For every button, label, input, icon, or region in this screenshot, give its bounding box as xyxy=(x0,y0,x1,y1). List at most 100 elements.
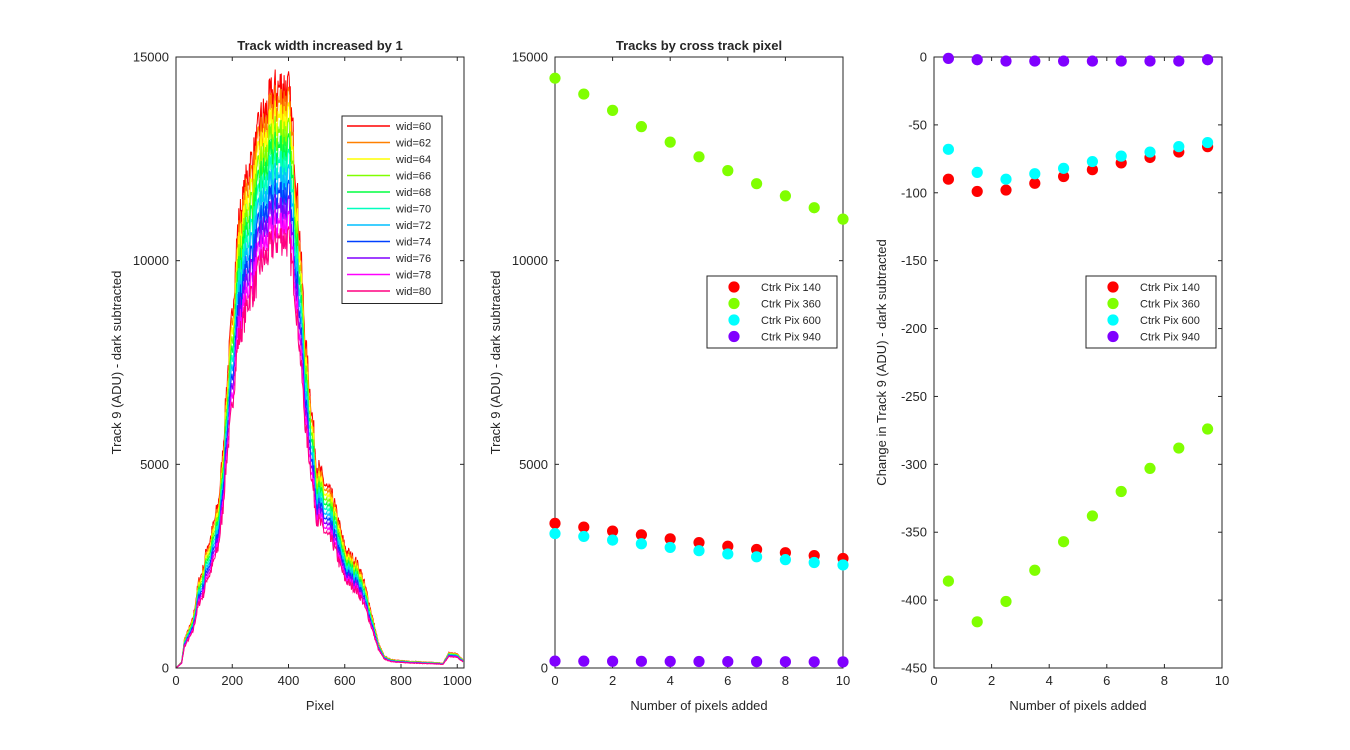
data-point xyxy=(1115,150,1127,162)
y-tick-label: 10000 xyxy=(512,253,548,268)
data-point xyxy=(1115,485,1127,498)
data-point xyxy=(607,655,619,667)
axes-box xyxy=(175,56,465,669)
legend-label: Ctrk Pix 360 xyxy=(1140,299,1200,311)
data-point xyxy=(1202,136,1214,149)
legend-marker xyxy=(728,297,740,310)
legend-label: Ctrk Pix 940 xyxy=(1140,332,1200,344)
data-point xyxy=(1058,55,1070,67)
x-tick-label: 1000 xyxy=(443,673,472,688)
legend-box xyxy=(341,115,443,304)
legend-marker xyxy=(1107,297,1119,310)
y-tick-label: 15000 xyxy=(512,50,548,65)
data-point xyxy=(971,166,983,179)
data-point xyxy=(1000,55,1012,67)
x-tick-label: 600 xyxy=(334,673,356,688)
data-point xyxy=(635,529,648,541)
data-point xyxy=(722,655,734,668)
x-tick-label: 8 xyxy=(782,673,789,688)
legend-marker xyxy=(728,330,740,343)
data-point xyxy=(971,54,983,66)
data-point xyxy=(607,534,619,546)
data-point xyxy=(1029,564,1041,576)
data-point xyxy=(1029,168,1041,180)
axes-box xyxy=(554,56,844,669)
data-point xyxy=(1058,170,1070,183)
legend-label: wid=72 xyxy=(395,220,431,232)
legend-label: Ctrk Pix 360 xyxy=(761,299,821,311)
panel-2: 0 2 4 6 8 10 0 5000 10000 15000 Tracks by cross tr… xyxy=(488,38,850,713)
legend-label: Ctrk Pix 940 xyxy=(761,332,821,344)
x-tick-label: 6 xyxy=(1103,673,1110,688)
points-group xyxy=(942,52,1214,628)
y-tick-label: 0 xyxy=(920,50,927,65)
data-point xyxy=(664,541,676,554)
y-tick-label: -200 xyxy=(901,321,927,336)
data-point xyxy=(549,655,561,667)
x-tick-label: 0 xyxy=(930,673,937,688)
data-point xyxy=(942,575,955,587)
x-tick-label: 10 xyxy=(1215,673,1229,688)
x-tick-label: 4 xyxy=(667,673,674,688)
x-tick-label: 2 xyxy=(988,673,995,688)
x-tick-label: 800 xyxy=(390,673,412,688)
legend-label: Ctrk Pix 600 xyxy=(761,315,821,327)
x-tick-label: 8 xyxy=(1161,673,1168,688)
data-point xyxy=(578,88,590,100)
data-point xyxy=(942,173,955,185)
data-point xyxy=(942,143,955,155)
data-point xyxy=(578,655,590,667)
y-axis-label: Change in Track 9 (ADU) - dark subtracte… xyxy=(874,239,889,485)
data-point xyxy=(578,530,590,543)
x-tick-label: 0 xyxy=(551,673,558,688)
data-point xyxy=(578,521,590,533)
data-point xyxy=(837,656,849,668)
data-point xyxy=(751,178,763,190)
data-point xyxy=(971,616,983,628)
data-point xyxy=(722,540,734,552)
legend-label: wid=70 xyxy=(395,204,431,216)
data-point xyxy=(1058,162,1070,174)
x-tick-label: 2 xyxy=(609,673,616,688)
data-point xyxy=(1173,55,1185,67)
legend-label: Ctrk Pix 600 xyxy=(1140,315,1200,327)
y-tick-label: -450 xyxy=(901,661,927,676)
legend-label: wid=76 xyxy=(395,253,431,265)
y-axis-label: Track 9 (ADU) - dark subtracted xyxy=(109,271,124,455)
data-point xyxy=(549,527,561,540)
data-point xyxy=(1086,155,1098,168)
legend-label: wid=66 xyxy=(395,171,431,183)
y-tick-label: -400 xyxy=(901,593,927,608)
x-tick-label: 6 xyxy=(724,673,731,688)
y-tick-label: 5000 xyxy=(140,457,169,472)
x-tick-label: 0 xyxy=(172,673,179,688)
data-point xyxy=(808,202,820,214)
data-point xyxy=(722,548,734,560)
legend: wid=60 wid=62 wid=64 wid=66 wid=68 wid=70 wid=… xyxy=(341,115,443,304)
data-point xyxy=(808,556,820,569)
data-point xyxy=(693,545,705,557)
data-point xyxy=(1144,55,1156,67)
legend-label: Ctrk Pix 140 xyxy=(761,282,821,294)
y-tick-label: 0 xyxy=(541,661,548,676)
data-point xyxy=(1058,536,1070,548)
y-axis-label: Track 9 (ADU) - dark subtracted xyxy=(488,271,503,455)
series-line xyxy=(176,225,464,668)
data-point xyxy=(664,533,676,545)
legend-label: wid=80 xyxy=(395,286,431,298)
legend-marker xyxy=(728,314,740,326)
y-tick-label: 5000 xyxy=(519,457,548,472)
data-point xyxy=(1115,55,1127,67)
y-tick-label: -50 xyxy=(908,117,927,132)
data-point xyxy=(779,554,792,566)
legend-label: wid=68 xyxy=(395,187,431,199)
data-point xyxy=(1144,146,1156,158)
data-point xyxy=(1000,595,1012,608)
legend-label: Ctrk Pix 140 xyxy=(1140,282,1200,294)
data-point xyxy=(664,655,676,668)
data-point xyxy=(549,72,561,84)
data-point xyxy=(751,656,763,668)
data-point xyxy=(942,52,955,64)
